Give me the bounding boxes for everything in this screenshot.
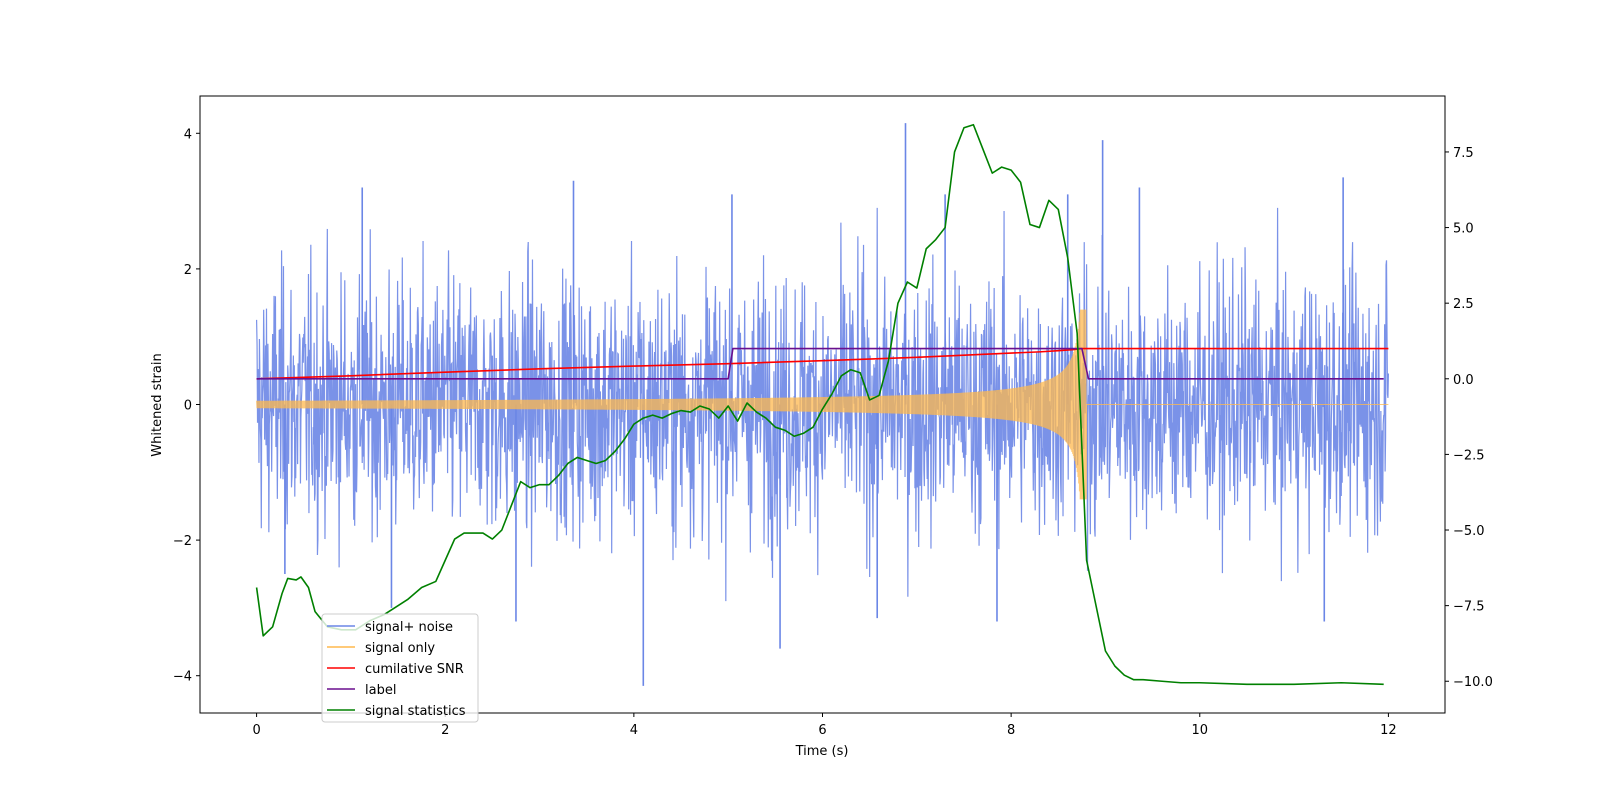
y2-tick-label-3: −2.5 bbox=[1453, 448, 1485, 463]
y-tick-label-0: −4 bbox=[173, 670, 192, 685]
x-axis-label: Time (s) bbox=[795, 744, 849, 759]
x-tick-label-3: 6 bbox=[818, 723, 826, 738]
legend-label-cumulative-snr: cumilative SNR bbox=[365, 662, 464, 677]
series-signal-statistics bbox=[255, 123, 1384, 686]
y-axis-label: Whitened strain bbox=[150, 353, 165, 456]
y-tick-label-3: 2 bbox=[184, 263, 192, 278]
y-tick-label-2: 0 bbox=[184, 399, 192, 414]
y2-tick-label-7: 7.5 bbox=[1453, 146, 1474, 161]
x-tick-label-0: 0 bbox=[252, 723, 260, 738]
y2-tick-label-0: −10.0 bbox=[1453, 675, 1493, 690]
x-tick-label-5: 10 bbox=[1191, 723, 1208, 738]
legend-label-signal-only: signal only bbox=[365, 641, 435, 656]
y2-tick-label-4: 0.0 bbox=[1453, 373, 1474, 388]
axes: 0 2 4 6 8 10 12 −4 −2 0 2 4 −10.0 −7.5 −5.0 −2.5 0.0 2.5 5… bbox=[173, 127, 1493, 738]
legend-label-label: label bbox=[365, 683, 396, 698]
x-tick-label-2: 4 bbox=[630, 723, 638, 738]
series-signal-noise bbox=[255, 207, 1390, 602]
y2-tick-label-2: −5.0 bbox=[1453, 524, 1485, 539]
x-tick-label-4: 8 bbox=[1007, 723, 1015, 738]
y2-tick-label-6: 5.0 bbox=[1453, 222, 1474, 237]
x-tick-label-6: 12 bbox=[1380, 723, 1397, 738]
y-tick-label-4: 4 bbox=[184, 127, 192, 142]
series-cumulative-snr bbox=[256, 347, 1389, 380]
legend-label-signal-noise: signal+ noise bbox=[365, 620, 453, 635]
legend-label-signal-statistics: signal statistics bbox=[365, 704, 466, 719]
series-label bbox=[256, 347, 1384, 380]
legend: signal+ noise signal only cumilative SNR… bbox=[321, 613, 479, 723]
legend-box bbox=[321, 613, 479, 723]
x-tick-label-1: 2 bbox=[441, 723, 449, 738]
y2-tick-label-1: −7.5 bbox=[1453, 600, 1485, 615]
y2-tick-label-5: 2.5 bbox=[1453, 297, 1474, 312]
plot-area bbox=[255, 123, 1390, 686]
series-signal-only bbox=[256, 309, 1389, 500]
y-tick-label-1: −2 bbox=[173, 534, 192, 549]
